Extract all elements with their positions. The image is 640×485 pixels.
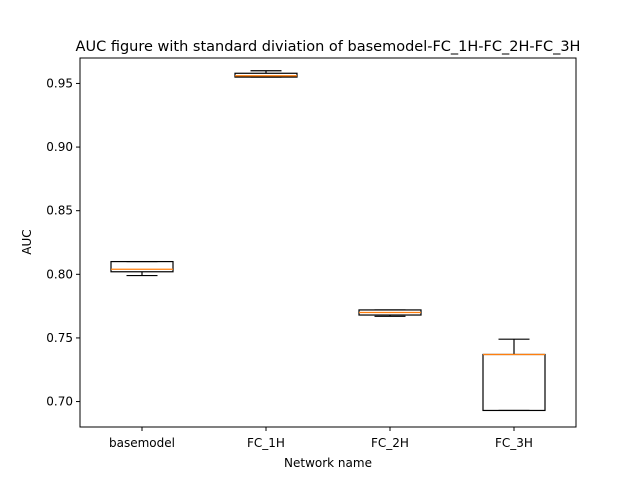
y-axis-label: AUC [20, 229, 34, 254]
plot-area: 0.70 0.75 0.80 0.85 0.90 0.95 basemodel FC_1H FC… [46, 57, 577, 450]
x-tick-label: FC_2H [371, 436, 409, 450]
x-tick-label: basemodel [109, 436, 175, 450]
x-tick-label: FC_1H [247, 436, 285, 450]
axes-frame [79, 57, 577, 428]
x-tick-label: FC_3H [495, 436, 533, 450]
y-tick-label: 0.80 [46, 267, 73, 281]
y-tick-label: 0.70 [46, 395, 73, 409]
y-tick-label: 0.75 [46, 331, 73, 345]
y-tick-label: 0.90 [46, 140, 73, 154]
y-tick-label: 0.85 [46, 204, 73, 218]
y-tick-label: 0.95 [46, 76, 73, 90]
chart-title: AUC figure with standard diviation of ba… [76, 39, 581, 55]
x-axis-label: Network name [284, 456, 372, 470]
box-body [110, 260, 174, 273]
